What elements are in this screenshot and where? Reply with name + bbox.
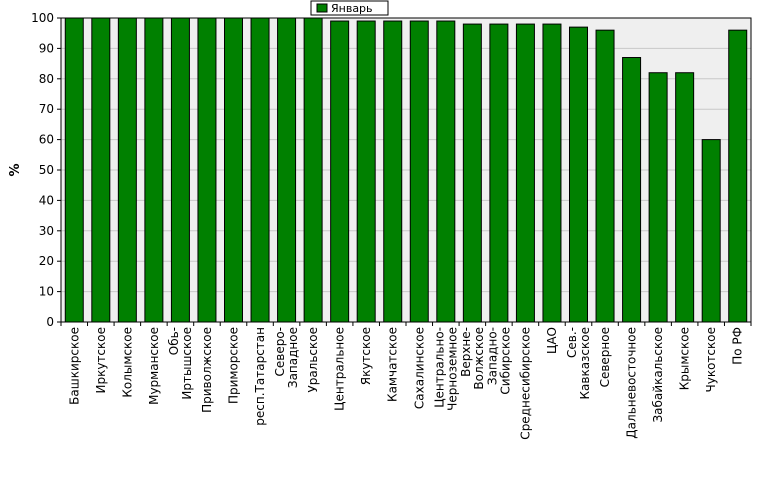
bar — [250, 17, 270, 323]
y-tick-label: 30 — [39, 224, 54, 238]
x-tick-label: Сев.-Кавказское — [565, 327, 592, 400]
bar — [542, 23, 562, 323]
y-tick-label: 10 — [39, 285, 54, 299]
x-tick-label: Чукотское — [704, 327, 718, 392]
x-tick-labels: Башкирское Иркутское Колымское Мурманское Об… — [67, 327, 744, 440]
legend: Январь — [310, 0, 389, 16]
x-tick-label: Северо-Западное — [273, 327, 300, 388]
x-tick-label: Приморское — [227, 327, 241, 404]
y-tick-label: 70 — [39, 102, 54, 116]
bar — [383, 20, 403, 323]
bar — [277, 17, 297, 323]
bar — [701, 139, 721, 323]
bar — [170, 17, 190, 323]
x-tick-label: респ.Татарстан — [253, 327, 267, 426]
x-tick-label: Колымское — [120, 327, 134, 398]
x-tick-label: Центральное — [333, 327, 347, 411]
bar — [462, 23, 482, 323]
y-tick-label: 20 — [39, 254, 54, 268]
x-tick-label: Верхне-Волжское — [459, 327, 486, 390]
y-tick-label: 100 — [31, 11, 54, 25]
x-tick-label: Западно-Сибирское — [485, 327, 512, 395]
bar — [728, 29, 748, 323]
bar — [569, 26, 588, 323]
y-tick-label: 90 — [39, 41, 54, 55]
bar — [91, 17, 111, 323]
bars — [64, 17, 748, 323]
x-tick-label: Уральское — [306, 327, 320, 393]
bar — [489, 23, 509, 323]
x-tick-label: Башкирское — [67, 327, 81, 405]
bar — [356, 20, 376, 323]
axes — [57, 17, 752, 326]
legend-swatch — [316, 3, 328, 13]
bar — [303, 17, 323, 323]
y-tick-label: 80 — [39, 72, 54, 86]
y-axis-label: % — [8, 163, 23, 176]
bar — [409, 20, 429, 323]
y-tick-label: 40 — [39, 193, 54, 207]
bar — [144, 17, 164, 323]
x-tick-label: Забайкальское — [651, 327, 665, 423]
x-tick-label: Камчатское — [386, 327, 400, 402]
x-tick-label: Крымское — [678, 327, 692, 390]
bar — [330, 20, 350, 323]
x-tick-label: Иркутское — [94, 327, 108, 394]
bar — [436, 20, 456, 323]
bar — [224, 17, 243, 323]
x-tick-label: Мурманское — [147, 327, 161, 405]
y-tick-label: 60 — [39, 133, 54, 147]
x-tick-label: ЦАО — [545, 327, 559, 354]
bar — [197, 17, 217, 323]
bar — [622, 57, 642, 323]
legend-label: Январь — [331, 2, 373, 15]
x-tick-label: Среднесибирское — [518, 327, 532, 440]
bar — [648, 72, 668, 323]
y-tick-label: 0 — [46, 315, 54, 329]
x-tick-label: Сахалинское — [412, 327, 426, 409]
bar — [64, 17, 84, 323]
bar — [675, 72, 695, 323]
x-tick-label: Дальневосточное — [625, 327, 639, 439]
x-tick-label: Якутское — [359, 327, 373, 385]
x-tick-label: Центрально-Черноземное — [432, 327, 459, 411]
x-tick-label: Обь-Иртышское — [167, 327, 194, 400]
x-tick-label: По РФ — [731, 327, 745, 365]
legend-box — [310, 0, 389, 16]
y-tick-labels: 0 10 20 30 40 50 60 70 80 90 100 — [31, 11, 54, 329]
y-tick-label: 50 — [39, 163, 54, 177]
x-tick-label: Приволжское — [200, 327, 214, 413]
bar — [117, 17, 137, 323]
x-tick-label: Северное — [598, 327, 612, 387]
bar — [595, 29, 615, 323]
bar — [515, 23, 535, 323]
